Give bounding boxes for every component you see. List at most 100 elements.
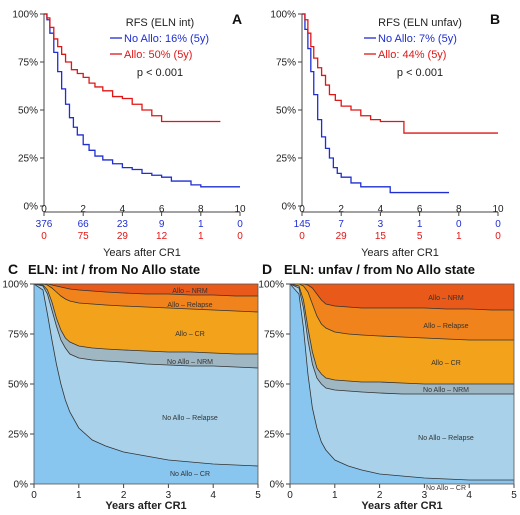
risk-count: 0 (495, 231, 501, 242)
risk-count: 0 (456, 219, 462, 230)
risk-count: 1 (198, 219, 204, 230)
y-tick-label: 75% (276, 58, 296, 69)
band-boundary-1 (289, 283, 514, 395)
band-0 (290, 284, 514, 484)
x-tick-label: 1 (332, 490, 338, 501)
chart-title: ELN: unfav / from No Allo state (284, 262, 475, 277)
legend-entry: No Allo: 16% (5y) (124, 33, 209, 45)
risk-count: 376 (36, 219, 53, 230)
panel-A: RFS (ELN int) No Allo: 16% (5y) Allo: 50% … (12, 10, 246, 260)
x-tick-label: 2 (338, 204, 344, 215)
band-label: Allo – NRM (428, 295, 464, 302)
band-label: Allo – CR (175, 331, 205, 338)
x-tick-label: 8 (198, 204, 204, 215)
risk-count: 0 (299, 231, 305, 242)
y-tick-label: 100% (2, 280, 28, 291)
risk-count: 1 (456, 231, 462, 242)
p-value: p < 0.001 (397, 67, 443, 79)
risk-count: 7 (338, 219, 344, 230)
panel-letter: A (232, 11, 242, 27)
x-tick-label: 2 (121, 490, 127, 501)
band-boundary-1 (33, 283, 259, 369)
band-boundary-2 (289, 283, 514, 385)
risk-count: 0 (495, 219, 501, 230)
band-boundary-4 (290, 283, 514, 311)
series-line-1 (302, 13, 498, 134)
x-tick-label: 10 (234, 204, 246, 215)
x-axis-label: Years after CR1 (361, 247, 439, 259)
x-tick-label: 5 (511, 490, 517, 501)
y-tick-label: 100% (258, 280, 284, 291)
x-axis-label: Years after CR1 (103, 247, 181, 259)
band-label: No Allo – Relapse (418, 435, 474, 442)
band-1 (290, 284, 514, 484)
band-label: No Allo – NRM (167, 359, 213, 366)
y-tick-label: 25% (8, 430, 28, 441)
y-tick-label: 25% (18, 154, 38, 165)
band-label: Allo – CR (431, 360, 461, 367)
band-label: Allo – Relapse (423, 323, 468, 330)
panel-letter: C (8, 261, 18, 277)
y-tick-label: 50% (264, 380, 284, 391)
band-boundary-2 (33, 283, 258, 355)
panel-B: RFS (ELN unfav) No Allo: 7% (5y) Allo: 44%… (270, 10, 504, 260)
risk-count: 12 (156, 231, 168, 242)
legend-entry: No Allo: 7% (5y) (378, 33, 457, 45)
y-tick-label: 50% (8, 380, 28, 391)
series-line-1 (44, 13, 221, 123)
risk-count: 0 (237, 231, 243, 242)
y-tick-label: 0% (24, 202, 39, 213)
p-value: p < 0.001 (137, 67, 183, 79)
x-tick-label: 10 (492, 204, 504, 215)
y-tick-label: 75% (18, 58, 38, 69)
y-tick-label: 50% (18, 106, 38, 117)
band-label: Allo – NRM (172, 288, 208, 295)
band-label: No Allo – NRM (423, 387, 469, 394)
chart-title: ELN: int / from No Allo state (28, 262, 200, 277)
panel-letter: D (262, 261, 272, 277)
legend-entry: Allo: 44% (5y) (378, 49, 446, 61)
band-label: No Allo – CR (426, 485, 466, 492)
x-tick-label: 3 (422, 490, 428, 501)
y-tick-label: 100% (270, 10, 296, 21)
band-label: No Allo – CR (170, 471, 210, 478)
risk-count: 1 (417, 219, 423, 230)
x-tick-label: 4 (120, 204, 126, 215)
band-boundary-3 (290, 283, 514, 341)
risk-count: 75 (78, 231, 90, 242)
risk-count: 145 (294, 219, 311, 230)
risk-count: 29 (336, 231, 348, 242)
x-tick-label: 4 (378, 204, 384, 215)
series-line-0 (302, 13, 449, 194)
panel-D: No Allo – CR No Allo – Relapse No Allo – N… (258, 261, 517, 512)
band-label: No Allo – Relapse (162, 415, 218, 422)
y-tick-label: 25% (276, 154, 296, 165)
x-tick-label: 0 (287, 490, 293, 501)
x-tick-label: 4 (210, 490, 216, 501)
x-tick-label: 1 (76, 490, 82, 501)
x-tick-label: 0 (299, 204, 305, 215)
series-line-0 (44, 13, 240, 188)
x-tick-label: 4 (466, 490, 472, 501)
risk-count: 23 (117, 219, 129, 230)
risk-count: 66 (78, 219, 90, 230)
x-tick-label: 2 (377, 490, 383, 501)
y-tick-label: 100% (12, 10, 38, 21)
band-label: Allo – Relapse (167, 302, 212, 309)
y-tick-label: 0% (270, 480, 285, 491)
band-1 (34, 284, 258, 484)
y-tick-label: 25% (264, 430, 284, 441)
panel-letter: B (490, 11, 500, 27)
band-boundary-0 (289, 283, 514, 481)
band-boundary-3 (34, 283, 259, 313)
x-tick-label: 5 (255, 490, 261, 501)
x-axis-label: Years after CR1 (105, 500, 186, 512)
chart-title: RFS (ELN int) (126, 17, 194, 29)
x-axis-label: Years after CR1 (361, 500, 442, 512)
y-tick-label: 50% (276, 106, 296, 117)
x-tick-label: 0 (31, 490, 37, 501)
risk-count: 9 (159, 219, 165, 230)
risk-count: 0 (237, 219, 243, 230)
risk-count: 1 (198, 231, 204, 242)
